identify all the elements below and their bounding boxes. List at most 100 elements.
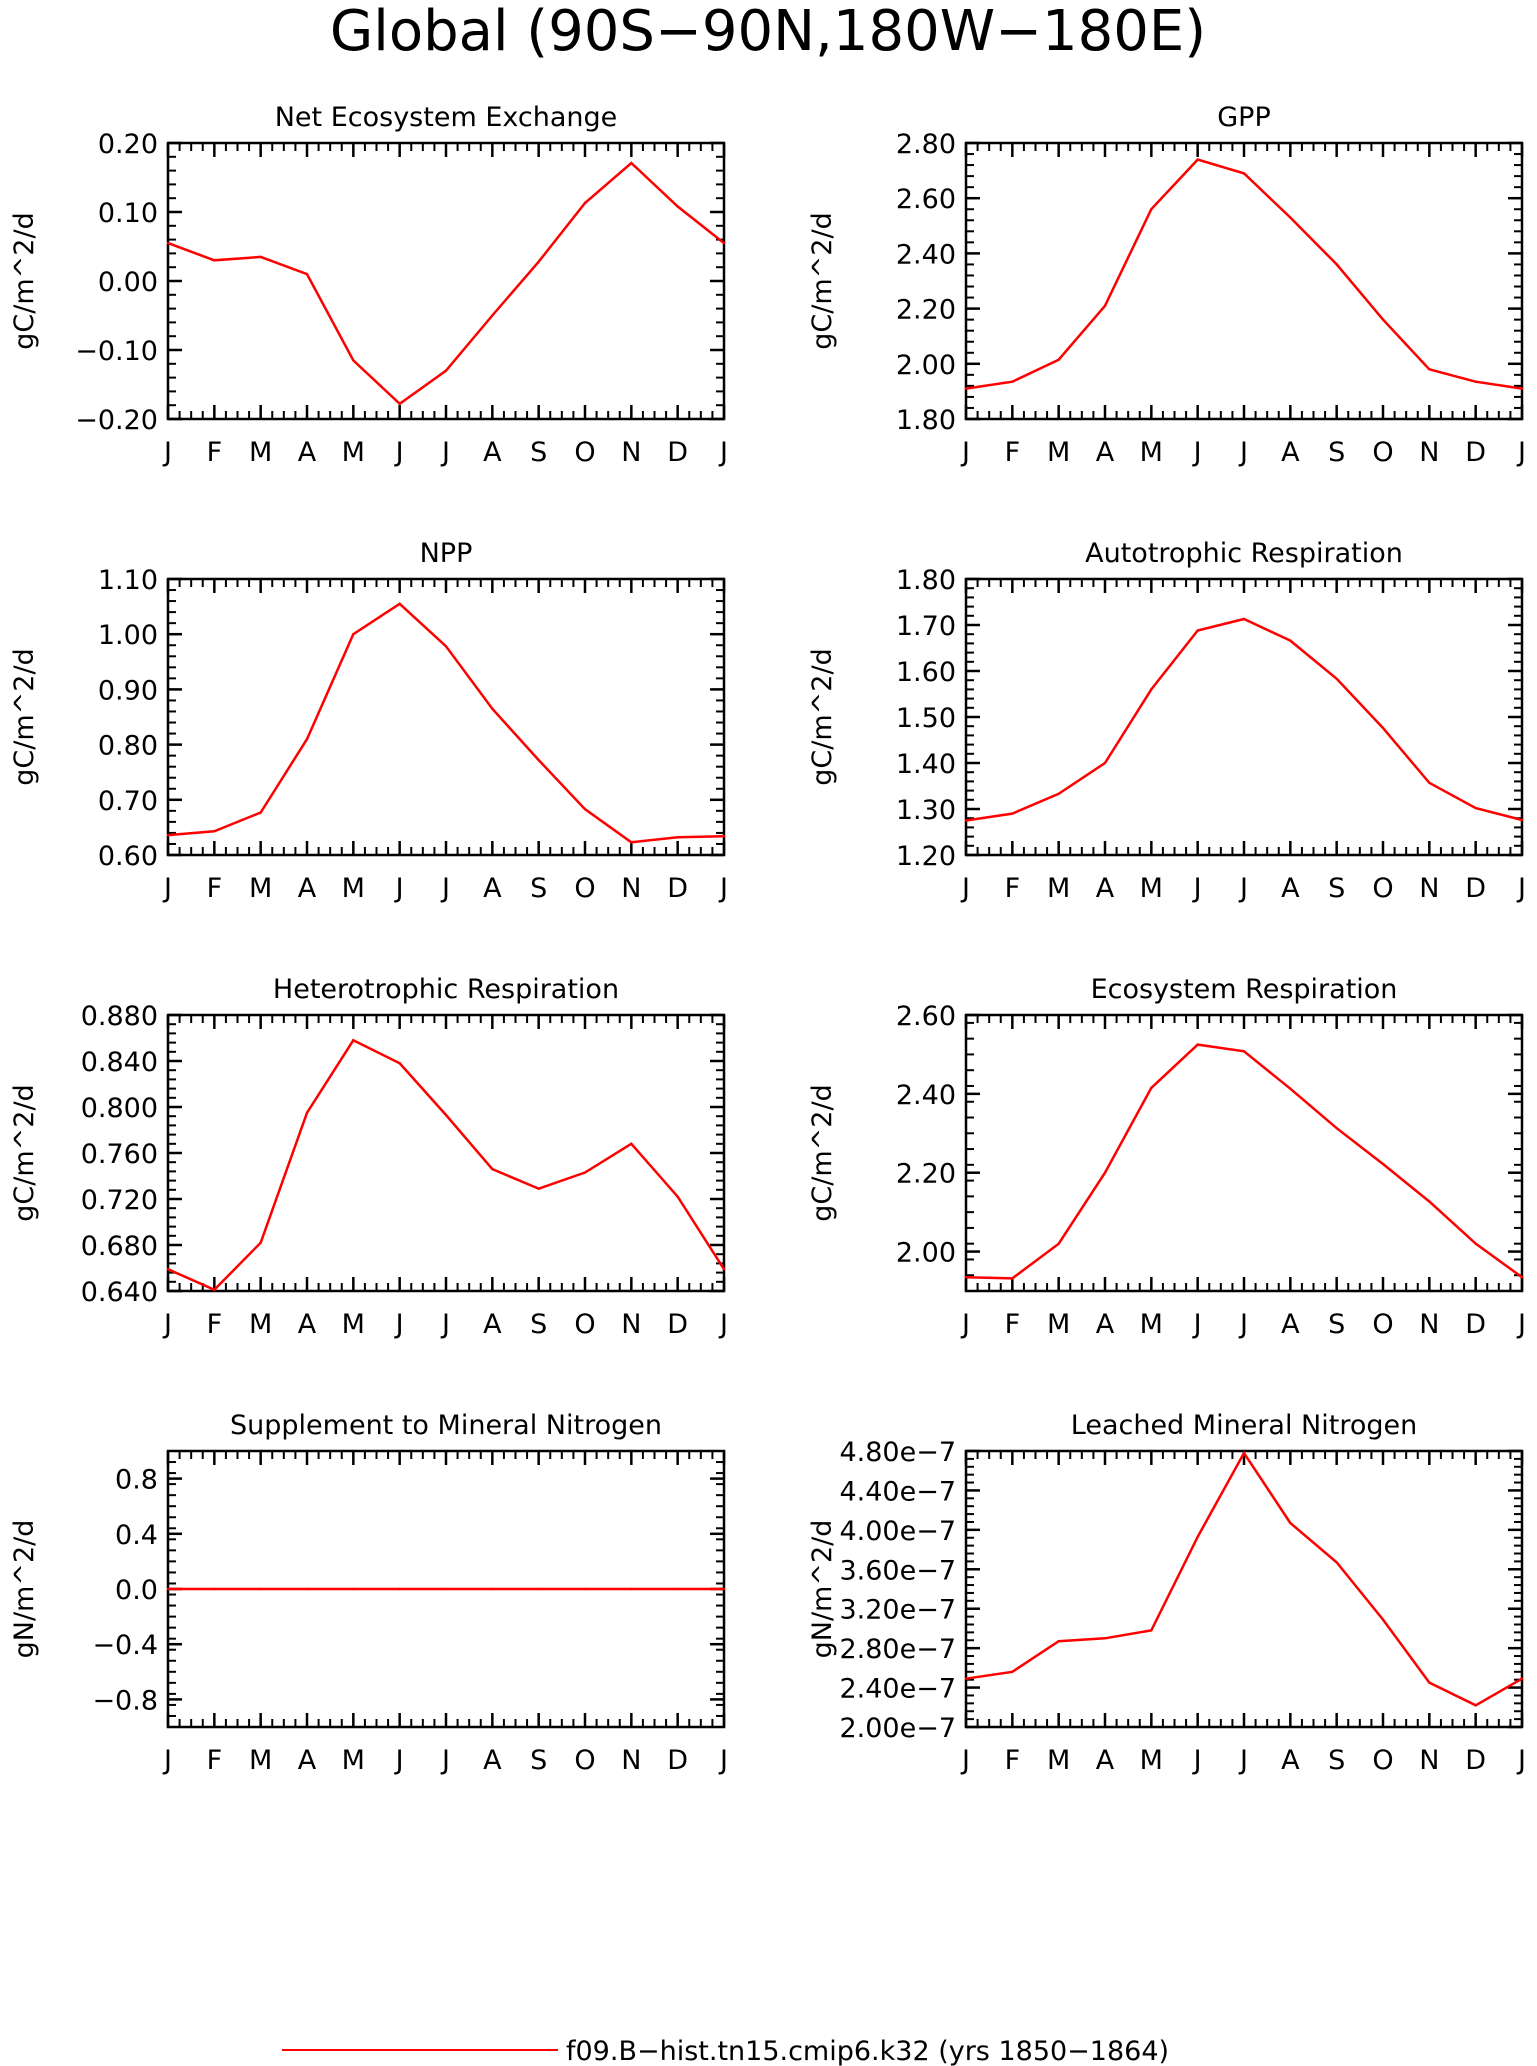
y-axis-label: gC/m^2/d bbox=[807, 648, 838, 785]
data-point bbox=[398, 1062, 401, 1065]
data-point bbox=[537, 1587, 540, 1591]
data-point bbox=[491, 1167, 494, 1171]
data-point bbox=[305, 1111, 309, 1114]
data-point bbox=[352, 633, 355, 636]
y-tick-label: −0.8 bbox=[92, 1685, 158, 1716]
x-tick-label: S bbox=[530, 1745, 547, 1776]
data-point bbox=[444, 1113, 448, 1117]
x-tick-label: D bbox=[667, 873, 688, 904]
data-point bbox=[398, 1587, 401, 1591]
data-point bbox=[1011, 380, 1014, 383]
x-tick-label: J bbox=[440, 1745, 450, 1776]
chart-panel-7: Supplement to Mineral Nitrogen gN/m^2/d J F… bbox=[9, 1410, 728, 1776]
data-point bbox=[1150, 688, 1153, 691]
data-point bbox=[444, 645, 448, 648]
data-point bbox=[964, 387, 968, 390]
x-tick-label: J bbox=[1192, 1309, 1202, 1340]
x-tick-label: A bbox=[1281, 1745, 1300, 1776]
x-tick-label: J bbox=[1516, 437, 1526, 468]
panel-title: Supplement to Mineral Nitrogen bbox=[230, 1410, 662, 1441]
y-tick-label: 4.80e−7 bbox=[839, 1437, 956, 1468]
y-tick-label: −0.20 bbox=[75, 405, 158, 436]
data-point bbox=[352, 1587, 355, 1591]
x-tick-label: N bbox=[1419, 873, 1439, 904]
x-tick-label: N bbox=[621, 1309, 641, 1340]
x-tick-label: A bbox=[1281, 437, 1300, 468]
data-point bbox=[676, 1587, 679, 1591]
figure-title: Global (90S−90N,180W−180E) bbox=[330, 0, 1206, 64]
panel-title: NPP bbox=[420, 538, 473, 569]
y-tick-label: 2.00e−7 bbox=[839, 1713, 956, 1744]
x-tick-label: M bbox=[1047, 1309, 1070, 1340]
x-tick-label: M bbox=[342, 1745, 365, 1776]
data-point bbox=[1289, 1521, 1292, 1525]
y-tick-label: 0.4 bbox=[115, 1520, 158, 1551]
y-tick-label: 2.80 bbox=[896, 129, 956, 160]
x-tick-label: S bbox=[1328, 1745, 1345, 1776]
data-point bbox=[398, 602, 401, 606]
y-tick-label: 0.0 bbox=[115, 1575, 158, 1606]
x-tick-label: M bbox=[1140, 873, 1163, 904]
data-point bbox=[1520, 1677, 1524, 1680]
data-point bbox=[305, 1587, 309, 1591]
data-point bbox=[166, 1587, 170, 1591]
data-point bbox=[1474, 380, 1477, 383]
x-tick-label: F bbox=[1005, 1745, 1021, 1776]
y-tick-label: 2.60 bbox=[896, 1001, 956, 1032]
series-line bbox=[965, 617, 1523, 822]
data-point bbox=[1057, 792, 1060, 796]
x-tick-label: M bbox=[249, 1745, 272, 1776]
y-axis-label: gN/m^2/d bbox=[807, 1520, 838, 1659]
y-tick-label: 0.60 bbox=[98, 841, 158, 872]
plot-frame bbox=[964, 577, 1524, 857]
y-tick-label: 0.680 bbox=[81, 1231, 158, 1262]
data-point bbox=[1103, 761, 1107, 765]
x-tick-label: S bbox=[530, 873, 547, 904]
x-tick-label: N bbox=[621, 437, 641, 468]
y-tick-label: 1.20 bbox=[896, 841, 956, 872]
x-tick-label: J bbox=[960, 437, 970, 468]
x-tick-label: J bbox=[394, 437, 404, 468]
x-tick-label: M bbox=[1047, 873, 1070, 904]
data-point bbox=[722, 241, 726, 245]
x-tick-label: M bbox=[1140, 1745, 1163, 1776]
x-tick-label: A bbox=[1281, 1309, 1300, 1340]
y-tick-label: 0.90 bbox=[98, 675, 158, 706]
y-tick-label: 0.760 bbox=[81, 1139, 158, 1170]
y-axis-label: gC/m^2/d bbox=[9, 212, 40, 349]
y-tick-label: 0.80 bbox=[98, 731, 158, 762]
x-tick-label: J bbox=[394, 1309, 404, 1340]
series-line bbox=[965, 1043, 1523, 1280]
data-point bbox=[722, 835, 726, 838]
data-point bbox=[166, 241, 170, 245]
x-tick-label: D bbox=[1465, 437, 1486, 468]
x-tick-label: J bbox=[1516, 1309, 1526, 1340]
x-tick-label: N bbox=[1419, 1309, 1439, 1340]
x-tick-label: J bbox=[394, 1745, 404, 1776]
data-point bbox=[1428, 368, 1431, 371]
x-tick-label: O bbox=[574, 1309, 595, 1340]
y-tick-label: 1.80 bbox=[896, 405, 956, 436]
panel-title: Heterotrophic Respiration bbox=[273, 974, 619, 1005]
data-point bbox=[259, 1241, 262, 1244]
x-tick-label: J bbox=[162, 1309, 172, 1340]
y-tick-label: 0.8 bbox=[115, 1465, 158, 1496]
x-tick-label: M bbox=[342, 873, 365, 904]
series-line bbox=[167, 602, 725, 844]
data-point bbox=[537, 260, 540, 263]
y-tick-label: 0.00 bbox=[98, 267, 158, 298]
x-tick-label: J bbox=[1238, 1745, 1248, 1776]
data-point bbox=[444, 1587, 448, 1591]
y-tick-label: 2.60 bbox=[896, 184, 956, 215]
data-point bbox=[1428, 1200, 1431, 1203]
x-tick-label: F bbox=[207, 437, 223, 468]
data-point bbox=[583, 1171, 587, 1174]
y-axis-label: gC/m^2/d bbox=[9, 1084, 40, 1221]
plot-frame bbox=[964, 141, 1524, 421]
data-point bbox=[166, 833, 170, 837]
x-tick-label: A bbox=[483, 1309, 502, 1340]
data-point bbox=[213, 1288, 216, 1292]
y-axis-label: gC/m^2/d bbox=[807, 1084, 838, 1221]
